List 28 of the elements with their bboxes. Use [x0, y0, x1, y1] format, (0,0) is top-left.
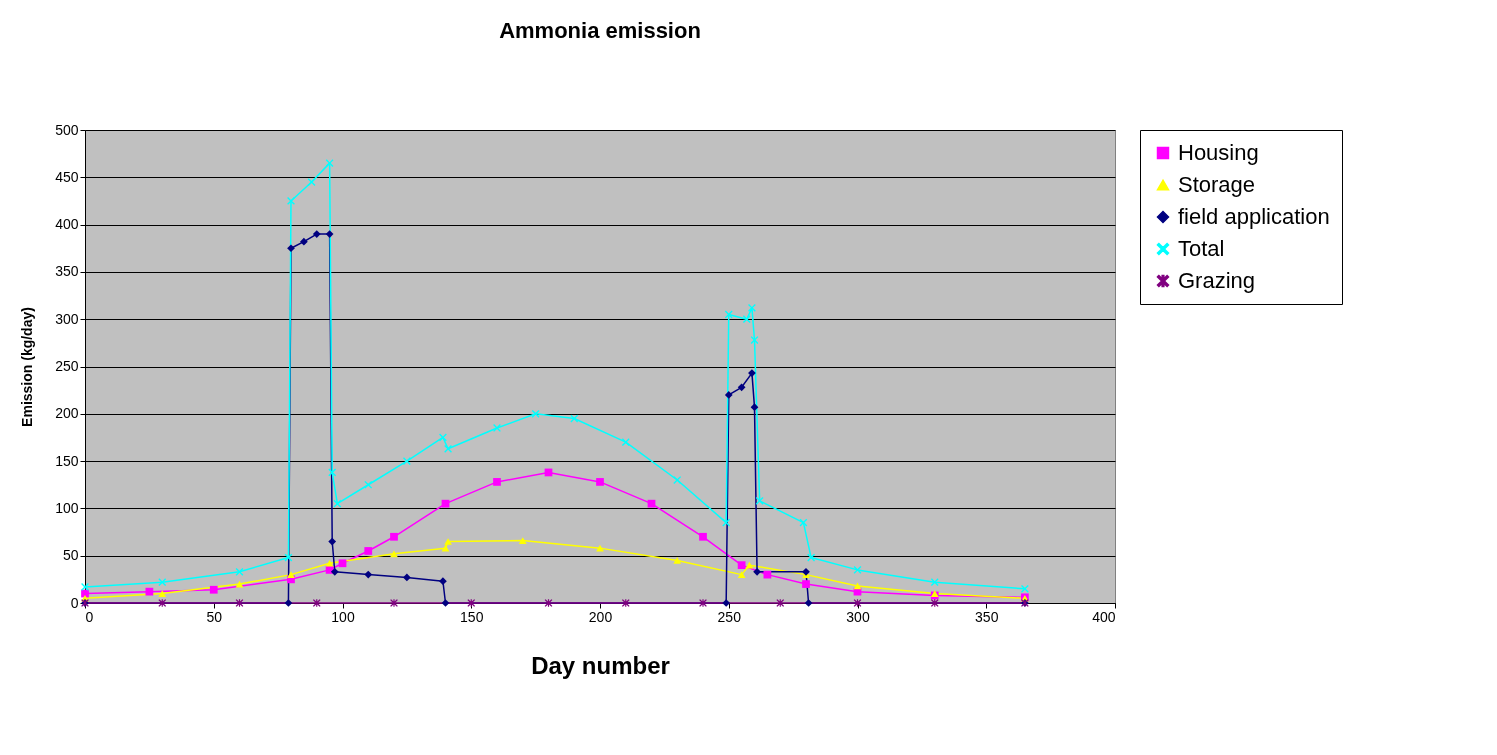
y-tick-label: 450 [55, 168, 79, 185]
chart-title: Ammonia emission [499, 18, 701, 43]
x-tick-label: 50 [206, 608, 223, 625]
y-tick-label: 300 [55, 310, 79, 327]
legend-label: Total [1178, 236, 1225, 261]
y-tick-label: 250 [55, 358, 79, 374]
legend-label: Grazing [1178, 268, 1256, 293]
legend-label: field application [1178, 204, 1330, 229]
y-tick-label: 0 [70, 594, 79, 611]
y-axis-title: Emission (kg/day) [19, 307, 36, 427]
x-axis-title: Day number [531, 651, 670, 679]
x-tick-label: 300 [846, 608, 870, 625]
y-tick-label: 100 [55, 499, 79, 516]
y-tick-label: 350 [55, 263, 79, 280]
x-tick-label: 150 [460, 608, 484, 625]
x-tick-label: 0 [85, 608, 94, 625]
x-tick-label: 350 [975, 608, 999, 625]
y-tick-label: 400 [55, 216, 79, 233]
x-tick-label: 200 [588, 608, 613, 625]
x-tick-label: 100 [331, 608, 355, 625]
y-tick-label: 50 [62, 547, 79, 564]
x-tick-label: 250 [717, 608, 742, 625]
legend-label: Storage [1178, 172, 1256, 197]
y-tick-label: 500 [55, 121, 79, 138]
legend-label: Housing [1178, 140, 1259, 165]
y-tick-label: 150 [55, 452, 79, 469]
y-tick-label: 200 [55, 405, 79, 422]
x-tick-label: 400 [1092, 608, 1116, 625]
